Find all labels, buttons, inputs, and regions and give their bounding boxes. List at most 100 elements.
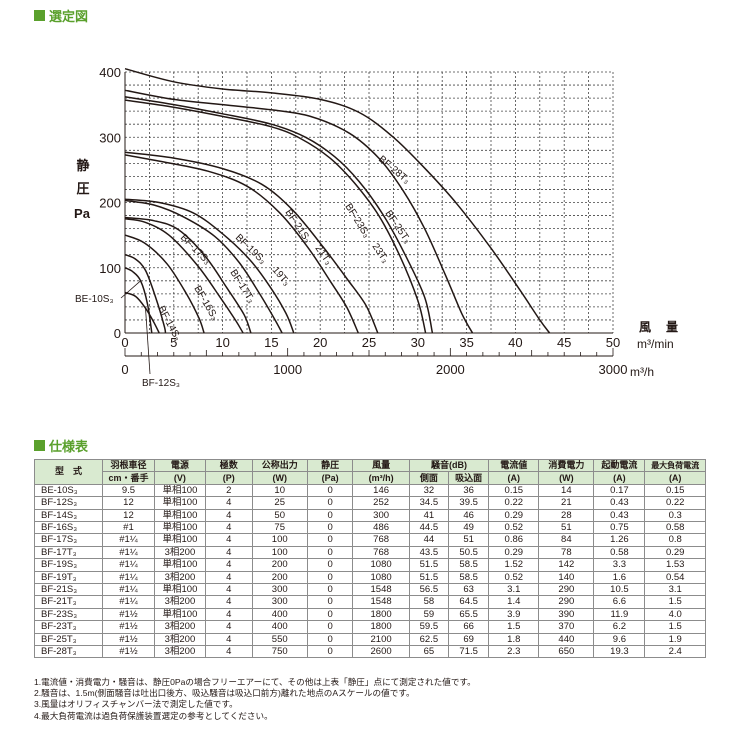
cell-flow: 1080 [352, 570, 410, 585]
cell-power: 3相200 [153, 632, 206, 647]
cell-current: 0.52 [488, 570, 540, 585]
x2-tick-label: 0 [121, 362, 128, 377]
cell-output: 550 [251, 632, 308, 647]
cell-model: BF-23S₃ [34, 607, 103, 622]
curve-label: BF-17T₃ [227, 268, 256, 306]
cell-consumption: 142 [538, 558, 595, 572]
table-row: BF-17S₃ #1¼ 単相100 4 100 0 768 44 51 0.86 84 1.26 0.8 [34, 533, 706, 547]
cell-sp: 0 [306, 496, 354, 510]
cell-current: 0.29 [488, 508, 540, 523]
cell-sp: 0 [306, 607, 354, 622]
x-axis-label: 風 [639, 320, 651, 334]
cell-blade: 12 [101, 508, 155, 523]
note-4: 4.最大負荷電流は過負荷保護装置選定の参考としてください。 [34, 710, 273, 721]
cell-noise-side: 34.5 [408, 496, 450, 510]
cell-poles: 4 [204, 545, 253, 560]
cell-blade: #1½ [101, 645, 155, 659]
x-tick-label: 50 [606, 335, 620, 350]
cell-consumption: 21 [538, 496, 595, 510]
col-unit-current: (A) [488, 471, 540, 485]
col-header-power: 電源 [153, 458, 206, 473]
cell-noise-side: 65 [408, 645, 450, 659]
curve-bf-21s- [124, 154, 359, 334]
cell-power: 3相200 [153, 620, 206, 634]
curve-label: BE-10S₃ [75, 294, 114, 305]
cell-noise-side: 41 [408, 508, 450, 523]
x-unit-h: m³/h [630, 365, 654, 379]
table-row: BF-19S₃ #1¼ 単相100 4 200 0 1080 51.5 58.5 1.52 142 3… [34, 558, 706, 572]
curve-bf-21t- [124, 151, 379, 334]
x2-tick-label: 3000 [599, 362, 628, 377]
col-unit-blade: cm・番手 [101, 471, 155, 485]
selection-chart-heading: 選定図 [34, 6, 88, 25]
cell-current: 0.86 [488, 533, 540, 547]
cell-noise-inlet: 71.5 [447, 645, 490, 659]
cell-poles: 4 [204, 632, 253, 647]
cell-maxload: 0.15 [644, 483, 706, 498]
cell-maxload: 1.9 [644, 632, 706, 647]
cell-start: 11.9 [593, 607, 646, 622]
cell-flow: 146 [352, 483, 410, 498]
x-unit-min: m³/min [637, 337, 674, 351]
cell-flow: 1800 [352, 620, 410, 634]
cell-power: 単相100 [153, 558, 206, 572]
cell-sp: 0 [306, 545, 354, 560]
cell-power: 3相200 [153, 570, 206, 585]
curve-label: 23T₃ [370, 242, 391, 266]
x2-tick-label: 2000 [436, 362, 465, 377]
cell-current: 0.52 [488, 520, 540, 535]
cell-output: 100 [251, 545, 308, 560]
cell-model: BF-21T₃ [34, 595, 103, 609]
cell-consumption: 14 [538, 483, 595, 498]
cell-noise-side: 32 [408, 483, 450, 498]
cell-model: BF-14S₃ [34, 508, 103, 523]
cell-flow: 768 [352, 545, 410, 560]
cell-noise-side: 43.5 [408, 545, 450, 560]
cell-power: 単相100 [153, 607, 206, 622]
cell-sp: 0 [306, 558, 354, 572]
cell-noise-inlet: 69 [447, 632, 490, 647]
cell-blade: #1¼ [101, 533, 155, 547]
cell-output: 100 [251, 533, 308, 547]
cell-sp: 0 [306, 632, 354, 647]
cell-noise-inlet: 65.5 [447, 607, 490, 622]
col-unit-start: (A) [593, 471, 646, 485]
cell-noise-inlet: 58.5 [447, 570, 490, 585]
cell-blade: 12 [101, 496, 155, 510]
cell-flow: 486 [352, 520, 410, 535]
cell-model: BF-28T₃ [34, 645, 103, 659]
cell-noise-inlet: 51 [447, 533, 490, 547]
cell-model: BF-17T₃ [34, 545, 103, 560]
cell-output: 50 [251, 508, 308, 523]
cell-poles: 4 [204, 570, 253, 585]
cell-start: 1.6 [593, 570, 646, 585]
cell-start: 19.3 [593, 645, 646, 659]
cell-blade: #1½ [101, 632, 155, 647]
cell-sp: 0 [306, 595, 354, 609]
cell-flow: 1548 [352, 595, 410, 609]
curve-label: 21T₃ [313, 243, 334, 267]
cell-model: BF-16S₃ [34, 520, 103, 535]
cell-noise-side: 58 [408, 595, 450, 609]
cell-power: 3相200 [153, 595, 206, 609]
cell-consumption: 290 [538, 583, 595, 597]
col-header-start: 起動電流 [593, 458, 646, 473]
cell-current: 1.52 [488, 558, 540, 572]
x-tick-label: 30 [411, 335, 425, 350]
cell-maxload: 2.4 [644, 645, 706, 659]
col-unit-maxload: (A) [644, 471, 706, 485]
cell-power: 3相200 [153, 545, 206, 560]
cell-start: 6.6 [593, 595, 646, 609]
cell-current: 3.9 [488, 607, 540, 622]
x-tick-label: 25 [362, 335, 376, 350]
cell-start: 9.6 [593, 632, 646, 647]
cell-poles: 4 [204, 607, 253, 622]
cell-flow: 252 [352, 496, 410, 510]
cell-consumption: 290 [538, 595, 595, 609]
cell-start: 3.3 [593, 558, 646, 572]
spec-table-title: 仕様表 [49, 439, 89, 454]
cell-flow: 300 [352, 508, 410, 523]
cell-noise-inlet: 58.5 [447, 558, 490, 572]
cell-maxload: 1.53 [644, 558, 706, 572]
cell-maxload: 0.3 [644, 508, 706, 523]
